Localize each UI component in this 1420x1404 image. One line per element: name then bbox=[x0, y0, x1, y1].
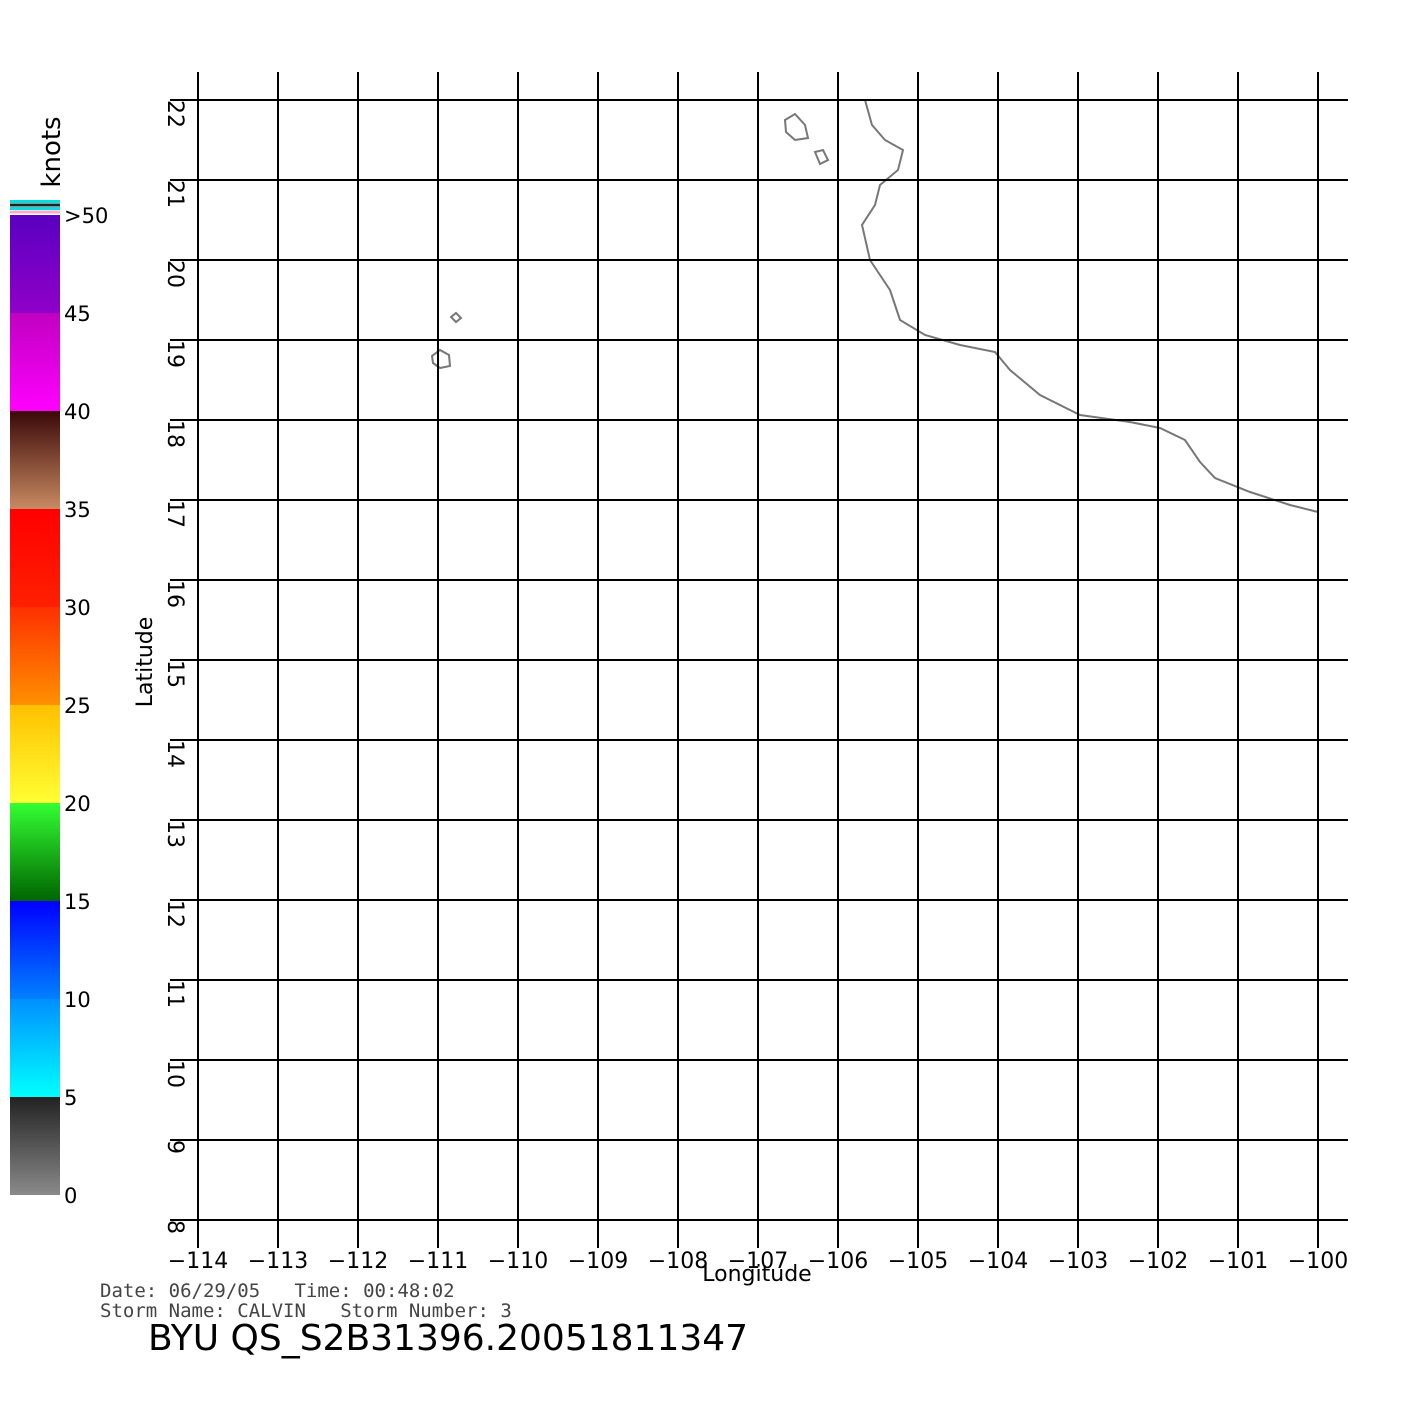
colorbar-band bbox=[10, 215, 60, 313]
colorbar-tick-label: 5 bbox=[64, 1086, 77, 1110]
x-tick-label: −111 bbox=[408, 1249, 468, 1274]
x-tick-label: −108 bbox=[648, 1249, 708, 1274]
island bbox=[449, 311, 463, 324]
y-tick-label: 15 bbox=[162, 660, 187, 688]
x-tick-label: −102 bbox=[1128, 1249, 1188, 1274]
x-tick-label: −112 bbox=[328, 1249, 388, 1274]
colorbar-tick-label: 15 bbox=[64, 890, 91, 914]
x-tick-label: −103 bbox=[1048, 1249, 1108, 1274]
colorbar-tick-label: 0 bbox=[64, 1184, 77, 1208]
colorbar-band bbox=[10, 411, 60, 509]
colorbar-band bbox=[10, 1097, 60, 1195]
y-tick-label: 14 bbox=[162, 740, 187, 768]
colorbar-band bbox=[10, 999, 60, 1097]
y-tick-label: 16 bbox=[162, 580, 187, 608]
colorbar-band bbox=[10, 313, 60, 411]
y-tick-label: 13 bbox=[162, 820, 187, 848]
x-tick-label: −113 bbox=[248, 1249, 308, 1274]
x-axis-label: Longitude bbox=[702, 1262, 811, 1287]
y-tick-label: 22 bbox=[162, 100, 187, 128]
annotation: Date: 06/29/05 Time: 00:48:02 bbox=[100, 1280, 455, 1302]
colorbar-tick-label: 40 bbox=[64, 400, 91, 424]
colorbar-band bbox=[10, 705, 60, 803]
x-tick-label: −114 bbox=[168, 1249, 228, 1274]
x-tick-label: −109 bbox=[568, 1249, 628, 1274]
coast bbox=[860, 99, 1319, 513]
colorbar-cap bbox=[10, 203, 60, 207]
island bbox=[783, 112, 810, 142]
y-tick-label: 11 bbox=[162, 980, 187, 1008]
x-tick-label: −104 bbox=[968, 1249, 1028, 1274]
colorbar-band bbox=[10, 607, 60, 705]
colorbar-band bbox=[10, 509, 60, 607]
x-tick-label: −107 bbox=[728, 1249, 788, 1274]
annotation: Storm Name: CALVIN Storm Number: 3 bbox=[100, 1300, 512, 1322]
y-tick-label: 19 bbox=[162, 340, 187, 368]
island bbox=[430, 348, 452, 370]
y-tick-label: 8 bbox=[162, 1220, 187, 1234]
y-tick-label: 18 bbox=[162, 420, 187, 448]
colorbar-tick-label: 10 bbox=[64, 988, 91, 1012]
title: BYU QS_S2B31396.20051811347 bbox=[148, 1318, 748, 1359]
colorbar-label: knots bbox=[37, 116, 67, 187]
colorbar-cap bbox=[10, 210, 60, 214]
colorbar-tick-label: 20 bbox=[64, 792, 91, 816]
colorbar-tick-label: 30 bbox=[64, 596, 91, 620]
y-axis-label: Latitude bbox=[133, 617, 158, 708]
x-tick-label: −105 bbox=[888, 1249, 948, 1274]
colorbar-tick-label: 35 bbox=[64, 498, 91, 522]
colorbar-band bbox=[10, 803, 60, 901]
colorbar-cap bbox=[10, 200, 60, 203]
x-tick-label: −106 bbox=[808, 1249, 868, 1274]
island bbox=[813, 148, 830, 166]
y-tick-label: 12 bbox=[162, 900, 187, 928]
y-tick-label: 9 bbox=[162, 1140, 187, 1154]
x-tick-label: −101 bbox=[1208, 1249, 1268, 1274]
colorbar-tick-label: 45 bbox=[64, 302, 91, 326]
colorbar-cap bbox=[10, 207, 60, 210]
x-tick-label: −100 bbox=[1288, 1249, 1348, 1274]
colorbar-band bbox=[10, 901, 60, 999]
y-tick-label: 21 bbox=[162, 180, 187, 208]
x-tick-label: −110 bbox=[488, 1249, 548, 1274]
y-tick-label: 17 bbox=[162, 500, 187, 528]
y-tick-label: 10 bbox=[162, 1060, 187, 1088]
colorbar-tick-label: 25 bbox=[64, 694, 91, 718]
coastline bbox=[430, 99, 1319, 513]
y-tick-label: 20 bbox=[162, 260, 187, 288]
colorbar-tick-label: >50 bbox=[64, 204, 108, 228]
